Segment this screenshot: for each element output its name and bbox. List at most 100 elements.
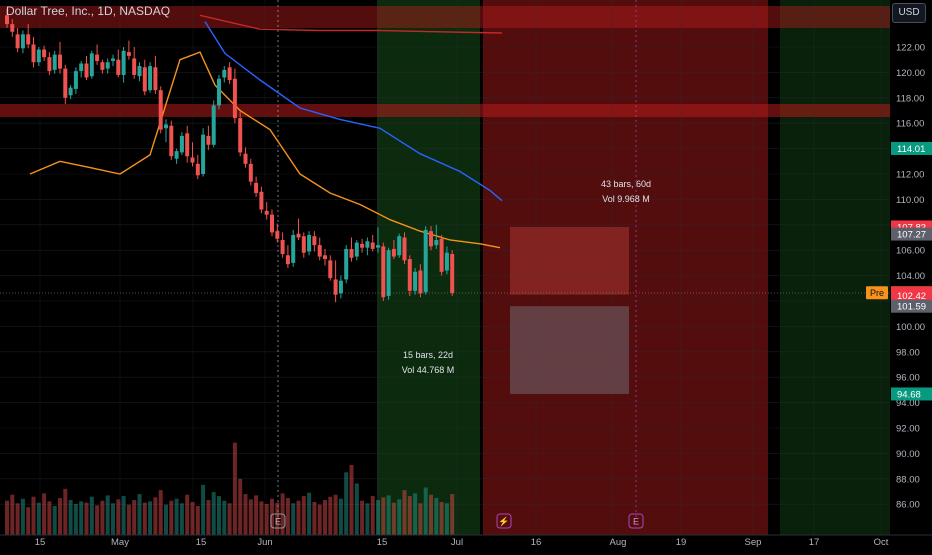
price-axis-label: 94.00 xyxy=(896,398,920,409)
candle xyxy=(407,255,412,296)
volume-bar xyxy=(174,498,179,535)
volume-bar xyxy=(227,503,232,535)
price-axis-label: 112.00 xyxy=(896,170,924,181)
candle xyxy=(323,248,327,266)
candle xyxy=(26,24,31,49)
candle-body xyxy=(10,24,15,32)
candle xyxy=(423,226,428,295)
candle-body xyxy=(360,243,365,248)
candle xyxy=(148,62,153,93)
volume-bar xyxy=(73,503,78,535)
volume-bar xyxy=(121,496,126,535)
resistance-band-top xyxy=(0,6,890,28)
ma-long-line xyxy=(199,14,503,34)
event-marker-frame xyxy=(270,513,286,529)
candle xyxy=(10,19,15,37)
candle-body xyxy=(100,62,105,70)
candle-body xyxy=(63,68,68,98)
volume-bar xyxy=(333,494,338,535)
candle xyxy=(376,227,380,253)
price-axis-label: 92.00 xyxy=(896,424,920,435)
candle-body xyxy=(259,191,264,210)
earnings-marker-aug[interactable]: E xyxy=(628,513,644,529)
candle xyxy=(79,60,84,78)
candle xyxy=(132,47,137,79)
candle-body xyxy=(42,49,47,58)
time-axis-label: 15 xyxy=(196,537,207,548)
volume-bar xyxy=(89,496,94,535)
price-axis-label: 96.00 xyxy=(896,373,920,384)
candle-body xyxy=(142,67,147,92)
candle xyxy=(201,128,206,177)
candle-body xyxy=(84,63,89,78)
candle xyxy=(370,234,375,252)
resistance-band-mid xyxy=(0,104,890,117)
time-axis-label: 15 xyxy=(35,537,46,548)
volume-bar xyxy=(201,484,206,535)
range-annotation-1-volume-text: Vol 9.968 M xyxy=(602,194,650,204)
volume-bar xyxy=(402,490,407,535)
currency-button[interactable]: USD xyxy=(892,3,926,23)
dividend-marker-jul[interactable]: ⚡ xyxy=(496,513,512,529)
price-axis-label: 90.00 xyxy=(896,449,920,460)
volume-bar xyxy=(429,494,433,535)
price-axis[interactable]: 122.00120.00118.00116.00114.00112.00110.… xyxy=(891,43,932,511)
volume-bar xyxy=(222,500,227,535)
price-tag-teal: 94.68 xyxy=(891,387,932,401)
volume-bar xyxy=(42,493,47,535)
candle xyxy=(391,240,396,260)
volume-bar xyxy=(275,502,280,535)
volume-bar xyxy=(307,492,312,535)
volume-bar xyxy=(407,496,412,535)
price-axis-label: 100.00 xyxy=(896,322,925,333)
volume-bar xyxy=(238,478,243,535)
volume-bar xyxy=(190,502,195,535)
volume-bar xyxy=(217,496,221,535)
event-marker-label: E xyxy=(633,517,639,527)
price-tag-text: 114.01 xyxy=(897,144,925,155)
time-axis[interactable]: 15 May 15 Jun 15 Jul 16 Aug 19 Sep 17 Oct xyxy=(0,534,932,548)
candle-body xyxy=(111,58,115,61)
event-marker-frame xyxy=(628,513,644,529)
volume-bar xyxy=(243,494,248,535)
volume-bar xyxy=(270,498,274,535)
pre-market-badge xyxy=(866,286,888,300)
candle-body xyxy=(429,231,433,247)
candle xyxy=(164,119,168,143)
candle-body xyxy=(254,182,259,194)
candle xyxy=(174,148,179,164)
candle-body xyxy=(31,44,36,63)
candle xyxy=(344,245,349,284)
candle-body xyxy=(36,49,41,63)
earnings-marker-jun[interactable]: E xyxy=(270,513,286,529)
candle-body xyxy=(275,231,280,239)
candle xyxy=(105,58,110,74)
candle xyxy=(397,233,402,258)
volume-bar xyxy=(344,472,349,535)
price-tag-text: 101.59 xyxy=(897,302,926,313)
volume-bar xyxy=(185,494,190,535)
candle-body xyxy=(344,248,349,280)
candle xyxy=(158,86,163,134)
volume-bar xyxy=(439,502,444,535)
candle xyxy=(312,231,317,252)
candle xyxy=(20,30,25,54)
candle-body xyxy=(381,246,386,298)
volume-bar xyxy=(58,498,62,535)
candle-body xyxy=(89,53,94,77)
candle-body xyxy=(317,245,322,257)
price-tag-text: 102.42 xyxy=(897,291,926,302)
volume-bar xyxy=(254,495,259,535)
volume-bar xyxy=(360,500,365,535)
candle-body xyxy=(386,250,391,296)
candle-body xyxy=(238,118,243,153)
candle-body xyxy=(291,234,296,263)
candle xyxy=(211,100,216,148)
volume-bars xyxy=(5,442,455,535)
volume-bar xyxy=(179,503,184,535)
candle-body xyxy=(5,15,9,25)
volume-bar xyxy=(95,505,100,535)
volume-bar xyxy=(132,500,137,535)
